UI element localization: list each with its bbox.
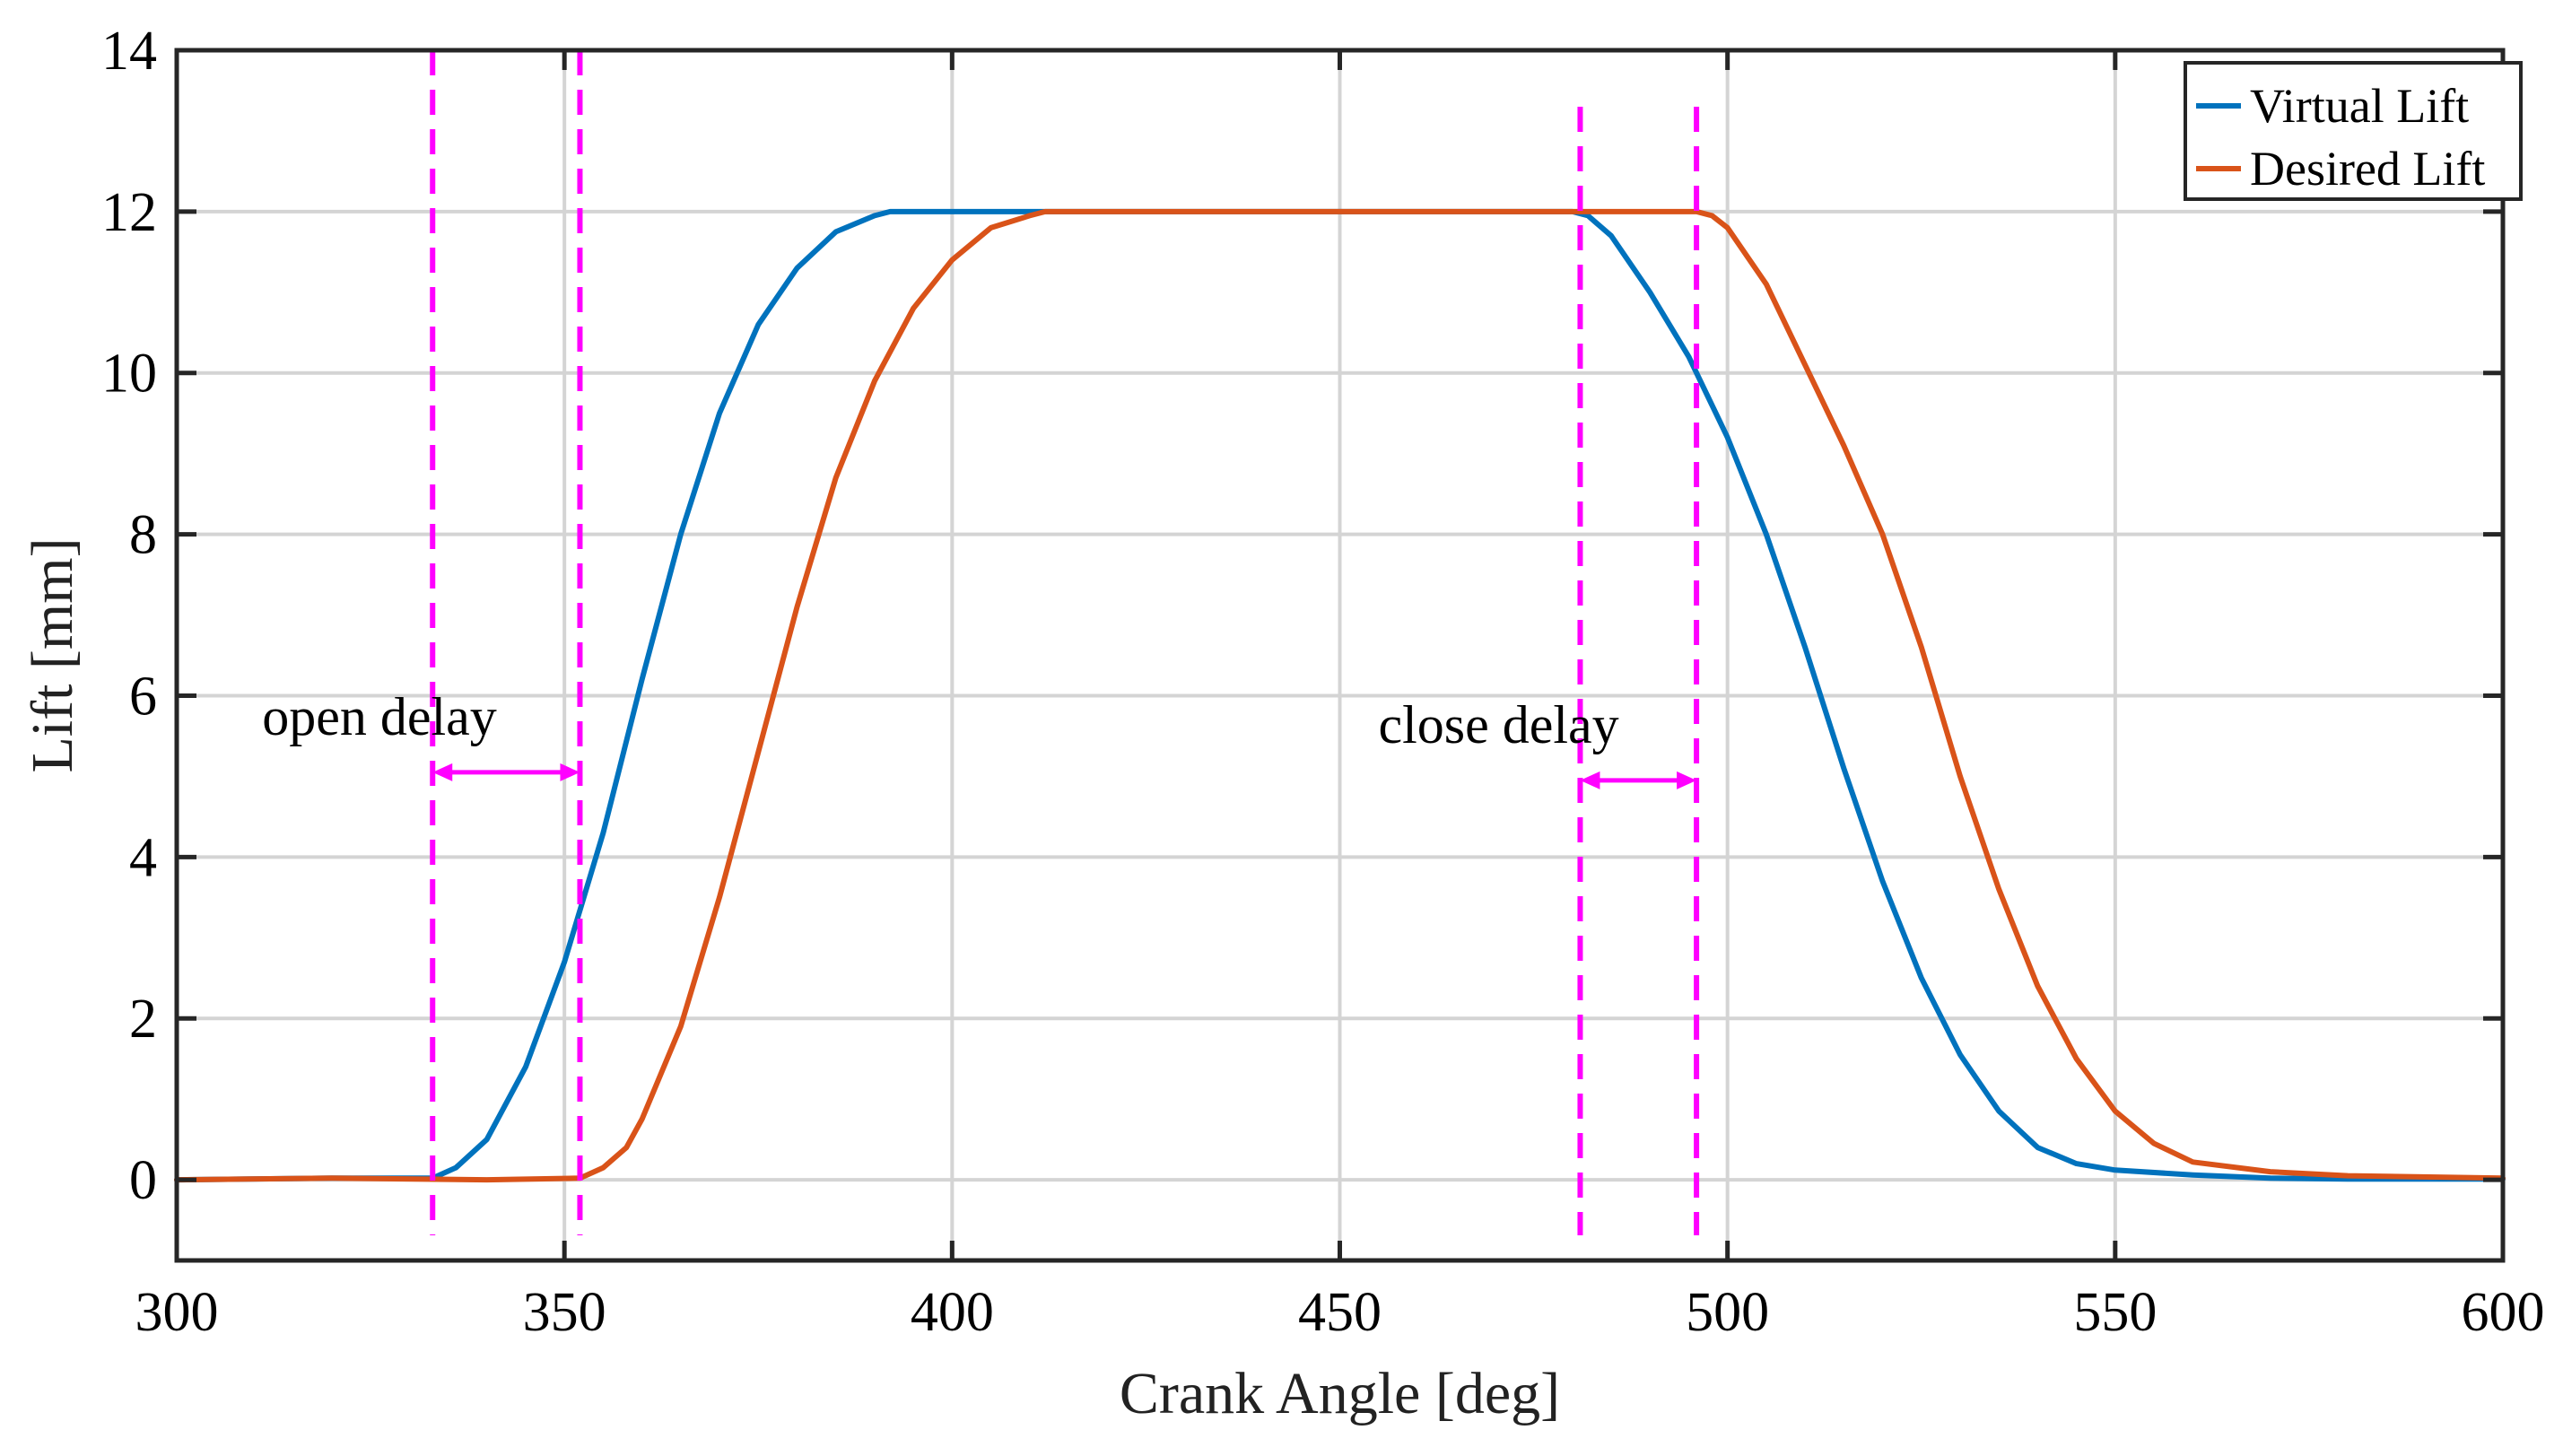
y-tick-label: 6 (129, 666, 157, 727)
y-tick-label: 8 (129, 505, 157, 566)
x-tick-label: 400 (911, 1282, 994, 1343)
legend-label: Desired Lift (2250, 142, 2485, 196)
x-axis-title: Crank Angle [deg] (1120, 1361, 1560, 1426)
arrow-head-right (1677, 771, 1697, 789)
y-tick-label: 12 (101, 182, 157, 243)
arrow-head-left (1580, 771, 1600, 789)
annotations: open delay close delay (262, 687, 1697, 789)
legend-label: Virtual Lift (2250, 79, 2469, 133)
x-tick-label: 600 (2462, 1282, 2545, 1343)
y-axis-title: Lift [mm] (20, 537, 85, 772)
delay-label: open delay (262, 687, 497, 746)
y-tick-label: 2 (129, 989, 157, 1050)
tick-labels: 300 350 400 450 500 550 600 0 2 4 6 8 10 12 14 (101, 21, 2545, 1343)
plot-frame (174, 48, 2506, 1263)
series-line-desired-lift (174, 208, 2506, 1183)
y-tick-label: 0 (129, 1150, 157, 1211)
grid-lines (177, 50, 2503, 1260)
x-tick-label: 300 (135, 1282, 219, 1343)
x-tick-label: 350 (523, 1282, 606, 1343)
delay-markers (430, 50, 1700, 1235)
arrow-head-right (560, 763, 580, 781)
y-tick-label: 4 (129, 827, 157, 888)
y-tick-label: 14 (101, 21, 157, 82)
x-tick-label: 450 (1298, 1282, 1382, 1343)
x-tick-label: 500 (1686, 1282, 1769, 1343)
delay-annotation: close delay (1378, 695, 1697, 789)
x-tick-label: 550 (2073, 1282, 2157, 1343)
legend-box (2184, 61, 2523, 201)
legend: Virtual Lift Desired Lift (2184, 61, 2523, 201)
delay-label: close delay (1378, 695, 1618, 754)
delay-annotation: open delay (262, 687, 580, 781)
y-tick-label: 10 (101, 344, 157, 405)
arrow-head-left (432, 763, 453, 781)
